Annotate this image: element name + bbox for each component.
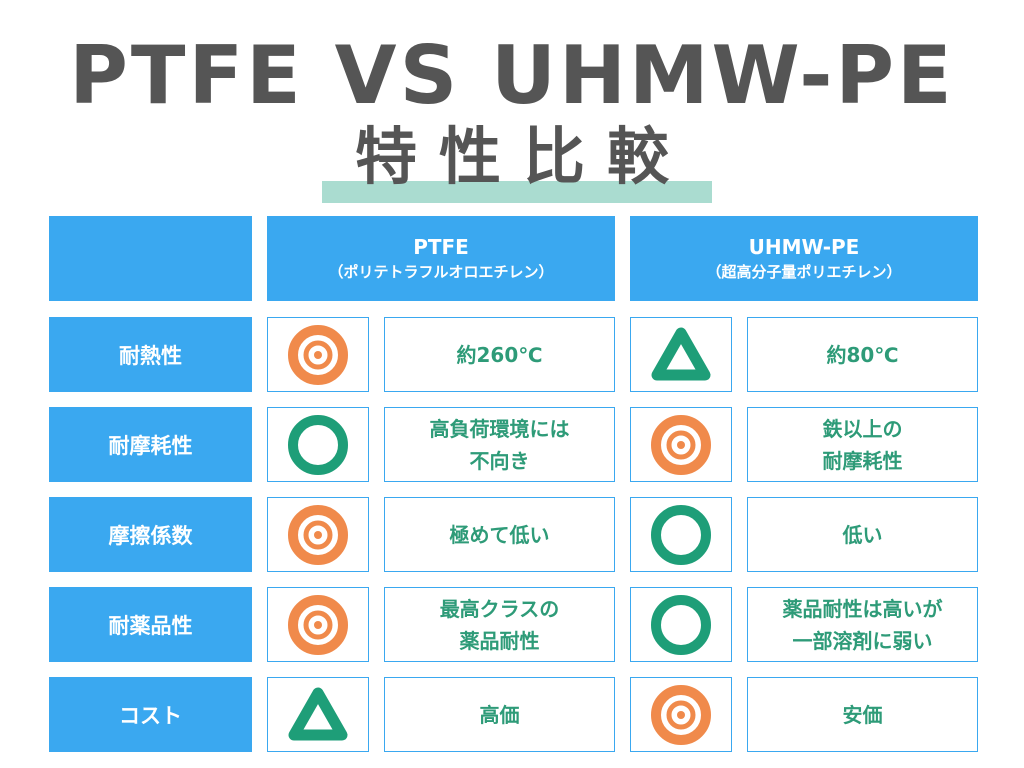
- ptfe-value-cell: 約260℃: [384, 317, 615, 392]
- row-label: 耐熱性: [49, 317, 252, 392]
- title-highlight-bar: [322, 181, 712, 203]
- row-label: コスト: [49, 677, 252, 752]
- ptfe-mark-cell: [267, 407, 369, 482]
- ptfe-value-cell: 高価: [384, 677, 615, 752]
- uhmw-value-cell: 薬品耐性は高いが 一部溶剤に弱い: [747, 587, 978, 662]
- header-uhmw: UHMW-PE （超高分子量ポリエチレン）: [630, 216, 978, 301]
- double-circle-icon: [286, 593, 350, 657]
- row-label: 耐摩耗性: [49, 407, 252, 482]
- circle-icon: [286, 413, 350, 477]
- title-line-1: PTFE VS UHMW-PE: [69, 29, 955, 122]
- header-ptfe: PTFE （ポリテトラフルオロエチレン）: [267, 216, 615, 301]
- double-circle-icon: [286, 503, 350, 567]
- header-ptfe-name: PTFE: [413, 234, 469, 259]
- ptfe-value-cell: 極めて低い: [384, 497, 615, 572]
- triangle-icon: [286, 685, 350, 745]
- ptfe-value-cell: 高負荷環境には 不向き: [384, 407, 615, 482]
- double-circle-icon: [649, 413, 713, 477]
- ptfe-mark-cell: [267, 677, 369, 752]
- uhmw-value-cell: 安価: [747, 677, 978, 752]
- uhmw-value-cell: 低い: [747, 497, 978, 572]
- ptfe-value-cell: 最高クラスの 薬品耐性: [384, 587, 615, 662]
- double-circle-icon: [286, 323, 350, 387]
- ptfe-mark-cell: [267, 497, 369, 572]
- uhmw-mark-cell: [630, 587, 732, 662]
- uhmw-mark-cell: [630, 497, 732, 572]
- header-empty-cell: [49, 216, 252, 301]
- uhmw-mark-cell: [630, 407, 732, 482]
- triangle-icon: [649, 325, 713, 385]
- uhmw-mark-cell: [630, 677, 732, 752]
- uhmw-value-cell: 鉄以上の 耐摩耗性: [747, 407, 978, 482]
- title-line-2: 特性比較: [354, 120, 691, 193]
- header-uhmw-sub: （超高分子量ポリエチレン）: [706, 262, 902, 281]
- row-label: 耐薬品性: [49, 587, 252, 662]
- ptfe-mark-cell: [267, 317, 369, 392]
- uhmw-value-cell: 約80℃: [747, 317, 978, 392]
- header-uhmw-name: UHMW-PE: [748, 234, 860, 259]
- circle-icon: [649, 593, 713, 657]
- uhmw-mark-cell: [630, 317, 732, 392]
- double-circle-icon: [649, 683, 713, 747]
- circle-icon: [649, 503, 713, 567]
- ptfe-mark-cell: [267, 587, 369, 662]
- row-label: 摩擦係数: [49, 497, 252, 572]
- header-ptfe-sub: （ポリテトラフルオロエチレン）: [328, 262, 554, 281]
